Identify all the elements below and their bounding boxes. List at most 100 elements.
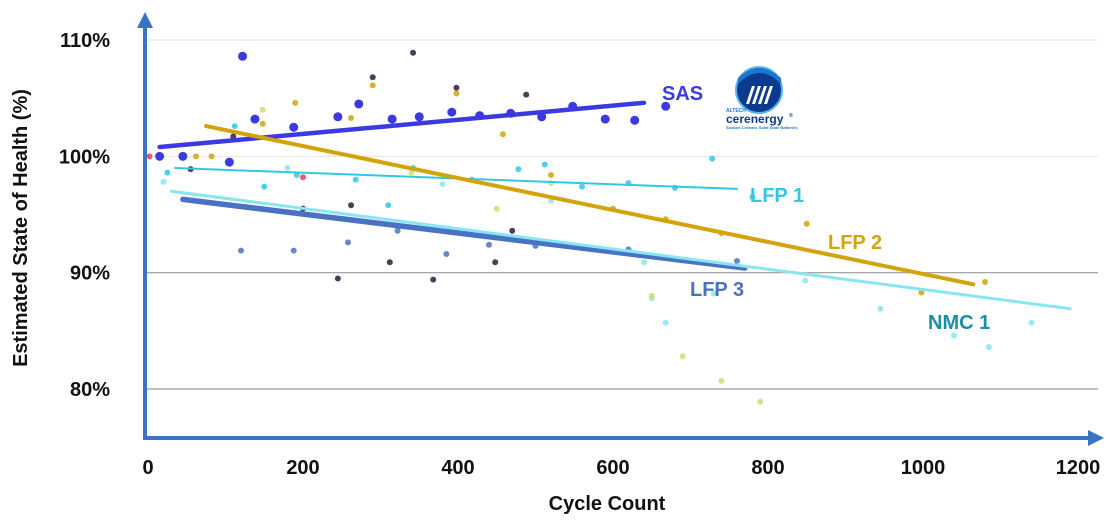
point-series-5-6	[386, 259, 393, 266]
point-lfp-1-2	[261, 183, 268, 190]
cerenergy-logo: ALTECH cerenergy ® Sodium Ceramic Solid …	[726, 66, 798, 130]
point-sas-16	[630, 115, 640, 125]
point-series-6-4	[648, 292, 655, 299]
point-lfp-2-2	[259, 120, 266, 127]
trend-line-lfp-2	[204, 124, 976, 287]
point-sas-3	[238, 51, 248, 61]
point-nmc-1-9	[877, 305, 884, 312]
y-tick-80: 80%	[70, 379, 110, 401]
point-lfp-1-13	[709, 155, 716, 162]
trend-lines	[157, 100, 1072, 311]
x-tick-400: 400	[441, 457, 474, 479]
y-tick-110: 110%	[60, 30, 110, 52]
point-lfp-3-0	[238, 247, 244, 254]
point-lfp-1-14	[749, 194, 756, 201]
gridlines	[147, 39, 1098, 390]
y-tick-100: 100%	[59, 146, 110, 168]
x-tick-1000: 1000	[901, 457, 946, 479]
point-sas-7	[354, 99, 364, 109]
point-lfp-1-4	[352, 176, 359, 183]
point-sas-8	[387, 114, 397, 124]
logo-registered: ®	[789, 112, 793, 119]
point-lfp-2-12	[803, 220, 810, 227]
point-lfp-3-2	[344, 239, 351, 246]
axes	[137, 12, 1104, 446]
x-axis-arrow	[1088, 430, 1104, 446]
point-nmc-1-0	[160, 178, 167, 185]
y-axis-arrow	[137, 12, 153, 28]
point-series-6-6	[718, 377, 725, 384]
point-nmc-1-7	[710, 290, 717, 297]
point-nmc-1-2	[439, 181, 446, 188]
point-lfp-2-6	[453, 90, 460, 97]
logo-globe-highlight	[735, 66, 783, 114]
point-series-5-11	[509, 227, 516, 234]
point-sas-0	[155, 151, 165, 161]
label-nmc1: NMC 1	[928, 312, 990, 334]
point-lfp-1-0	[164, 169, 171, 176]
scatter-points	[146, 49, 1035, 405]
point-sas-2	[224, 157, 234, 167]
point-lfp-1-10	[579, 183, 585, 190]
point-series-6-7	[757, 398, 764, 405]
point-series-5-10	[492, 259, 499, 266]
y-axis-title: Estimated State of Health (%)	[10, 89, 32, 367]
point-lfp-2-1	[208, 153, 215, 160]
point-lfp-2-3	[292, 99, 299, 106]
point-sas-9	[414, 112, 424, 122]
logo-brand: cerenergy	[726, 112, 784, 126]
point-nmc-1-12	[1028, 319, 1035, 326]
y-tick-labels: 80% 90% 100% 110%	[59, 30, 110, 401]
point-series-5-9	[453, 84, 460, 91]
point-series-6-0	[259, 106, 266, 113]
point-lfp-2-7	[499, 131, 506, 138]
label-lfp2: LFP 2	[828, 232, 882, 254]
point-nmc-1-1	[284, 164, 291, 171]
point-lfp-3-8	[734, 258, 740, 265]
point-series-7-1	[300, 174, 306, 181]
point-series-5-3	[334, 275, 341, 282]
x-axis-title: Cycle Count	[549, 493, 666, 515]
label-lfp1: LFP 1	[750, 185, 804, 207]
point-series-6-1	[408, 169, 415, 176]
x-tick-0: 0	[142, 457, 153, 479]
point-sas-5	[289, 122, 299, 132]
x-tick-200: 200	[286, 457, 319, 479]
point-sas-6	[333, 112, 343, 122]
point-sas-4	[250, 114, 260, 124]
point-lfp-2-4	[348, 114, 355, 121]
point-series-5-4	[348, 202, 355, 209]
point-series-6-2	[493, 205, 500, 212]
logo-tagline: Sodium Ceramic Solid State Batteries	[726, 125, 798, 130]
point-sas-15	[600, 114, 610, 124]
point-lfp-1-9	[541, 161, 548, 168]
label-sas: SAS	[662, 83, 703, 105]
point-nmc-1-4	[641, 259, 647, 266]
point-nmc-1-8	[802, 277, 809, 284]
trend-line-lfp-3	[180, 196, 748, 271]
y-tick-90: 90%	[70, 263, 110, 285]
point-series-6-5	[679, 353, 686, 360]
point-nmc-1-11	[985, 344, 992, 351]
point-series-5-5	[369, 74, 376, 81]
x-tick-1200: 1200	[1056, 457, 1101, 479]
point-series-7-0	[146, 153, 153, 160]
logo-globe-sheen	[738, 68, 781, 84]
label-lfp3: LFP 3	[690, 279, 744, 301]
x-tick-600: 600	[596, 457, 629, 479]
point-lfp-3-4	[443, 251, 450, 258]
point-lfp-2-5	[369, 82, 376, 89]
point-lfp-2-8	[548, 171, 554, 178]
point-nmc-1-10	[951, 332, 957, 339]
x-tick-800: 800	[751, 457, 784, 479]
point-lfp-1-1	[231, 123, 238, 130]
trend-line-nmc-1	[169, 189, 1072, 311]
logo-prefix: ALTECH	[726, 108, 746, 114]
x-tick-labels: 0 200 400 600 800 1000 1200	[142, 457, 1100, 479]
point-series-5-7	[410, 49, 417, 56]
point-lfp-1-5	[385, 202, 392, 209]
point-lfp-1-8	[515, 166, 522, 173]
point-sas-17	[661, 101, 671, 111]
point-lfp-2-14	[982, 278, 988, 285]
